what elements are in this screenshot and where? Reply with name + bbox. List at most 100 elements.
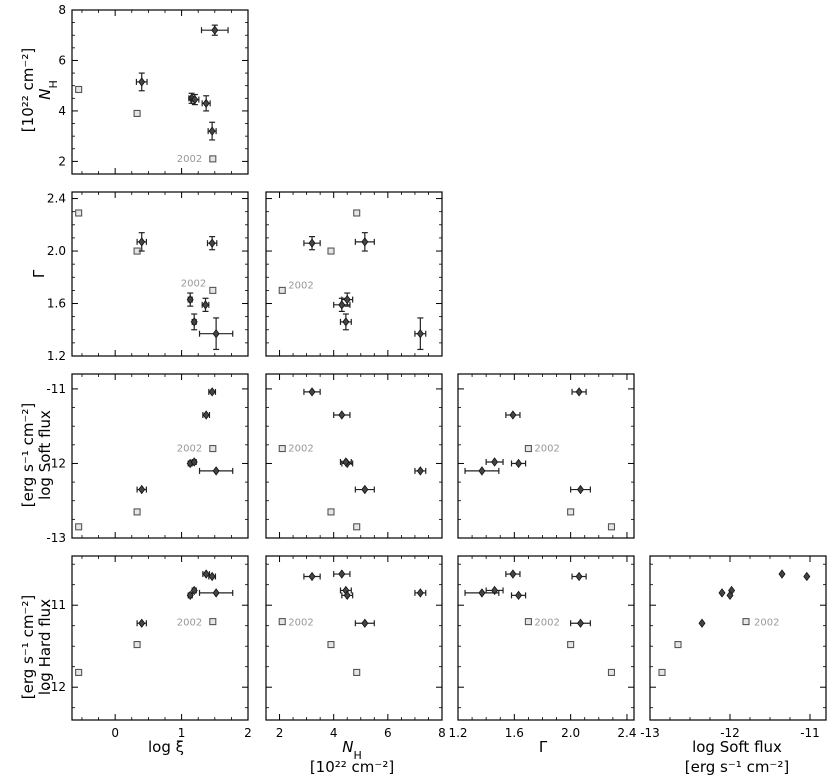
errorbar-point [190,457,198,467]
errorbar-point [198,588,234,598]
errorbar-point [303,387,321,397]
y-tick-label: -11 [46,598,66,612]
diamond-marker [212,588,220,598]
open-square-marker [658,668,666,676]
annotation-2002: 2002 [534,618,559,629]
x-tick-label: 4 [330,726,338,740]
open-square-marker [133,109,141,117]
errorbar-point [208,387,217,397]
annotation-2002: 2002 [288,618,313,629]
errorbar-point [505,410,521,420]
errorbar-point [510,458,527,469]
x-tick-label: 1.6 [505,726,524,740]
diamond-marker [575,571,583,582]
panel-frame [71,555,249,721]
y-axis-label-gamma: Γ [30,269,48,278]
errorbar-point [354,618,375,628]
x-tick-label: 2.4 [617,726,636,740]
panel-logxi-vs-softflux: -13 -12 -11 2002 [46,373,249,545]
diamond-marker [361,237,369,247]
diamond-marker [576,484,584,495]
svg-text:NH: NH [36,80,60,100]
errorbar-point [303,571,321,582]
y-tick-label: 1.6 [47,297,66,311]
errorbar-point [136,232,147,252]
diamond-marker [186,294,194,305]
diamond-marker [342,317,350,327]
panel-nh-vs-gamma: 2002 [265,191,443,357]
diamond-marker [778,569,786,579]
diamond-marker [416,588,424,598]
panel-softflux-vs-hardflux: -13 -12 -11 2002 [640,555,827,740]
errorbar-point [136,618,147,628]
y-tick-label: -12 [46,456,66,470]
panel-logxi-vs-nh: 2 4 6 8 2002 [58,3,249,175]
panel-gamma-vs-softflux: 2002 [457,373,635,539]
diamond-marker [515,590,523,601]
diamond-marker [338,300,346,310]
svg-text:log Hard flux: log Hard flux [36,599,54,695]
open-square-marker [353,209,361,217]
y-tick-label: 2 [58,154,66,168]
panel-frame [265,555,443,721]
open-square-marker [607,523,616,531]
x-tick-label: 1 [178,726,186,740]
x-axis-label-nh: NH [10²² cm⁻²] [310,738,394,776]
open-square-marker [133,641,141,649]
annotation-2002: 2002 [754,618,779,629]
errorbar-point [803,571,811,582]
errorbar-point [341,590,354,601]
diamond-marker [726,590,734,601]
open-square-marker [524,618,532,626]
errorbar-point [208,571,217,582]
diamond-marker [202,410,210,420]
errorbar-point [570,618,591,628]
errorbar-point [202,410,211,420]
y-axis-label-nh: NH [10²² cm⁻²] [19,48,60,132]
errorbar-point [303,236,321,251]
svg-text:[10²² cm⁻²]: [10²² cm⁻²] [310,758,394,776]
diamond-marker [308,571,316,582]
errorbar-point [198,466,234,476]
x-axis-label-logxi: log ξ [148,738,184,756]
diamond-marker [138,237,146,247]
errorbar-point [136,484,147,495]
diamond-marker [718,588,726,598]
open-square-marker [278,286,286,294]
x-tick-label: -12 [720,726,740,740]
open-square-marker [209,286,217,294]
diamond-marker [343,590,351,601]
x-axis-label-gamma: Γ [539,738,548,756]
errorbar-point [414,466,427,476]
open-square-marker [133,508,141,516]
errorbar-point [505,569,521,579]
errorbar-point [354,484,375,495]
errorbar-point [339,457,352,467]
svg-text:[erg s⁻¹ cm⁻²]: [erg s⁻¹ cm⁻²] [685,758,789,776]
open-square-marker [327,641,335,649]
annotation-2002: 2002 [534,444,559,455]
panel-logxi-vs-gamma: 1.2 1.6 2.0 2.4 2002 [47,191,249,363]
panel-gamma-vs-hardflux: 1.2 1.6 2.0 2.4 2002 [448,555,637,740]
panel-frame [457,555,635,721]
diamond-marker [208,126,216,136]
open-square-marker [607,668,616,676]
errorbar-point [354,232,375,252]
x-tick-label: 2 [276,726,284,740]
errorbar-point [201,297,210,312]
open-square-marker [353,668,361,676]
x-tick-label: -11 [800,726,820,740]
diamond-marker [190,317,198,327]
y-tick-label: 2.0 [47,244,66,258]
errorbar-point [414,317,427,351]
diamond-marker [208,238,216,248]
errorbar-point [333,569,351,579]
x-tick-label: 2.0 [561,726,580,740]
errorbar-point [464,466,500,476]
x-tick-label: 1.2 [448,726,467,740]
diamond-marker [575,387,583,397]
errorbar-point [464,588,500,598]
svg-text:[erg s⁻¹ cm⁻²]: [erg s⁻¹ cm⁻²] [19,403,37,507]
